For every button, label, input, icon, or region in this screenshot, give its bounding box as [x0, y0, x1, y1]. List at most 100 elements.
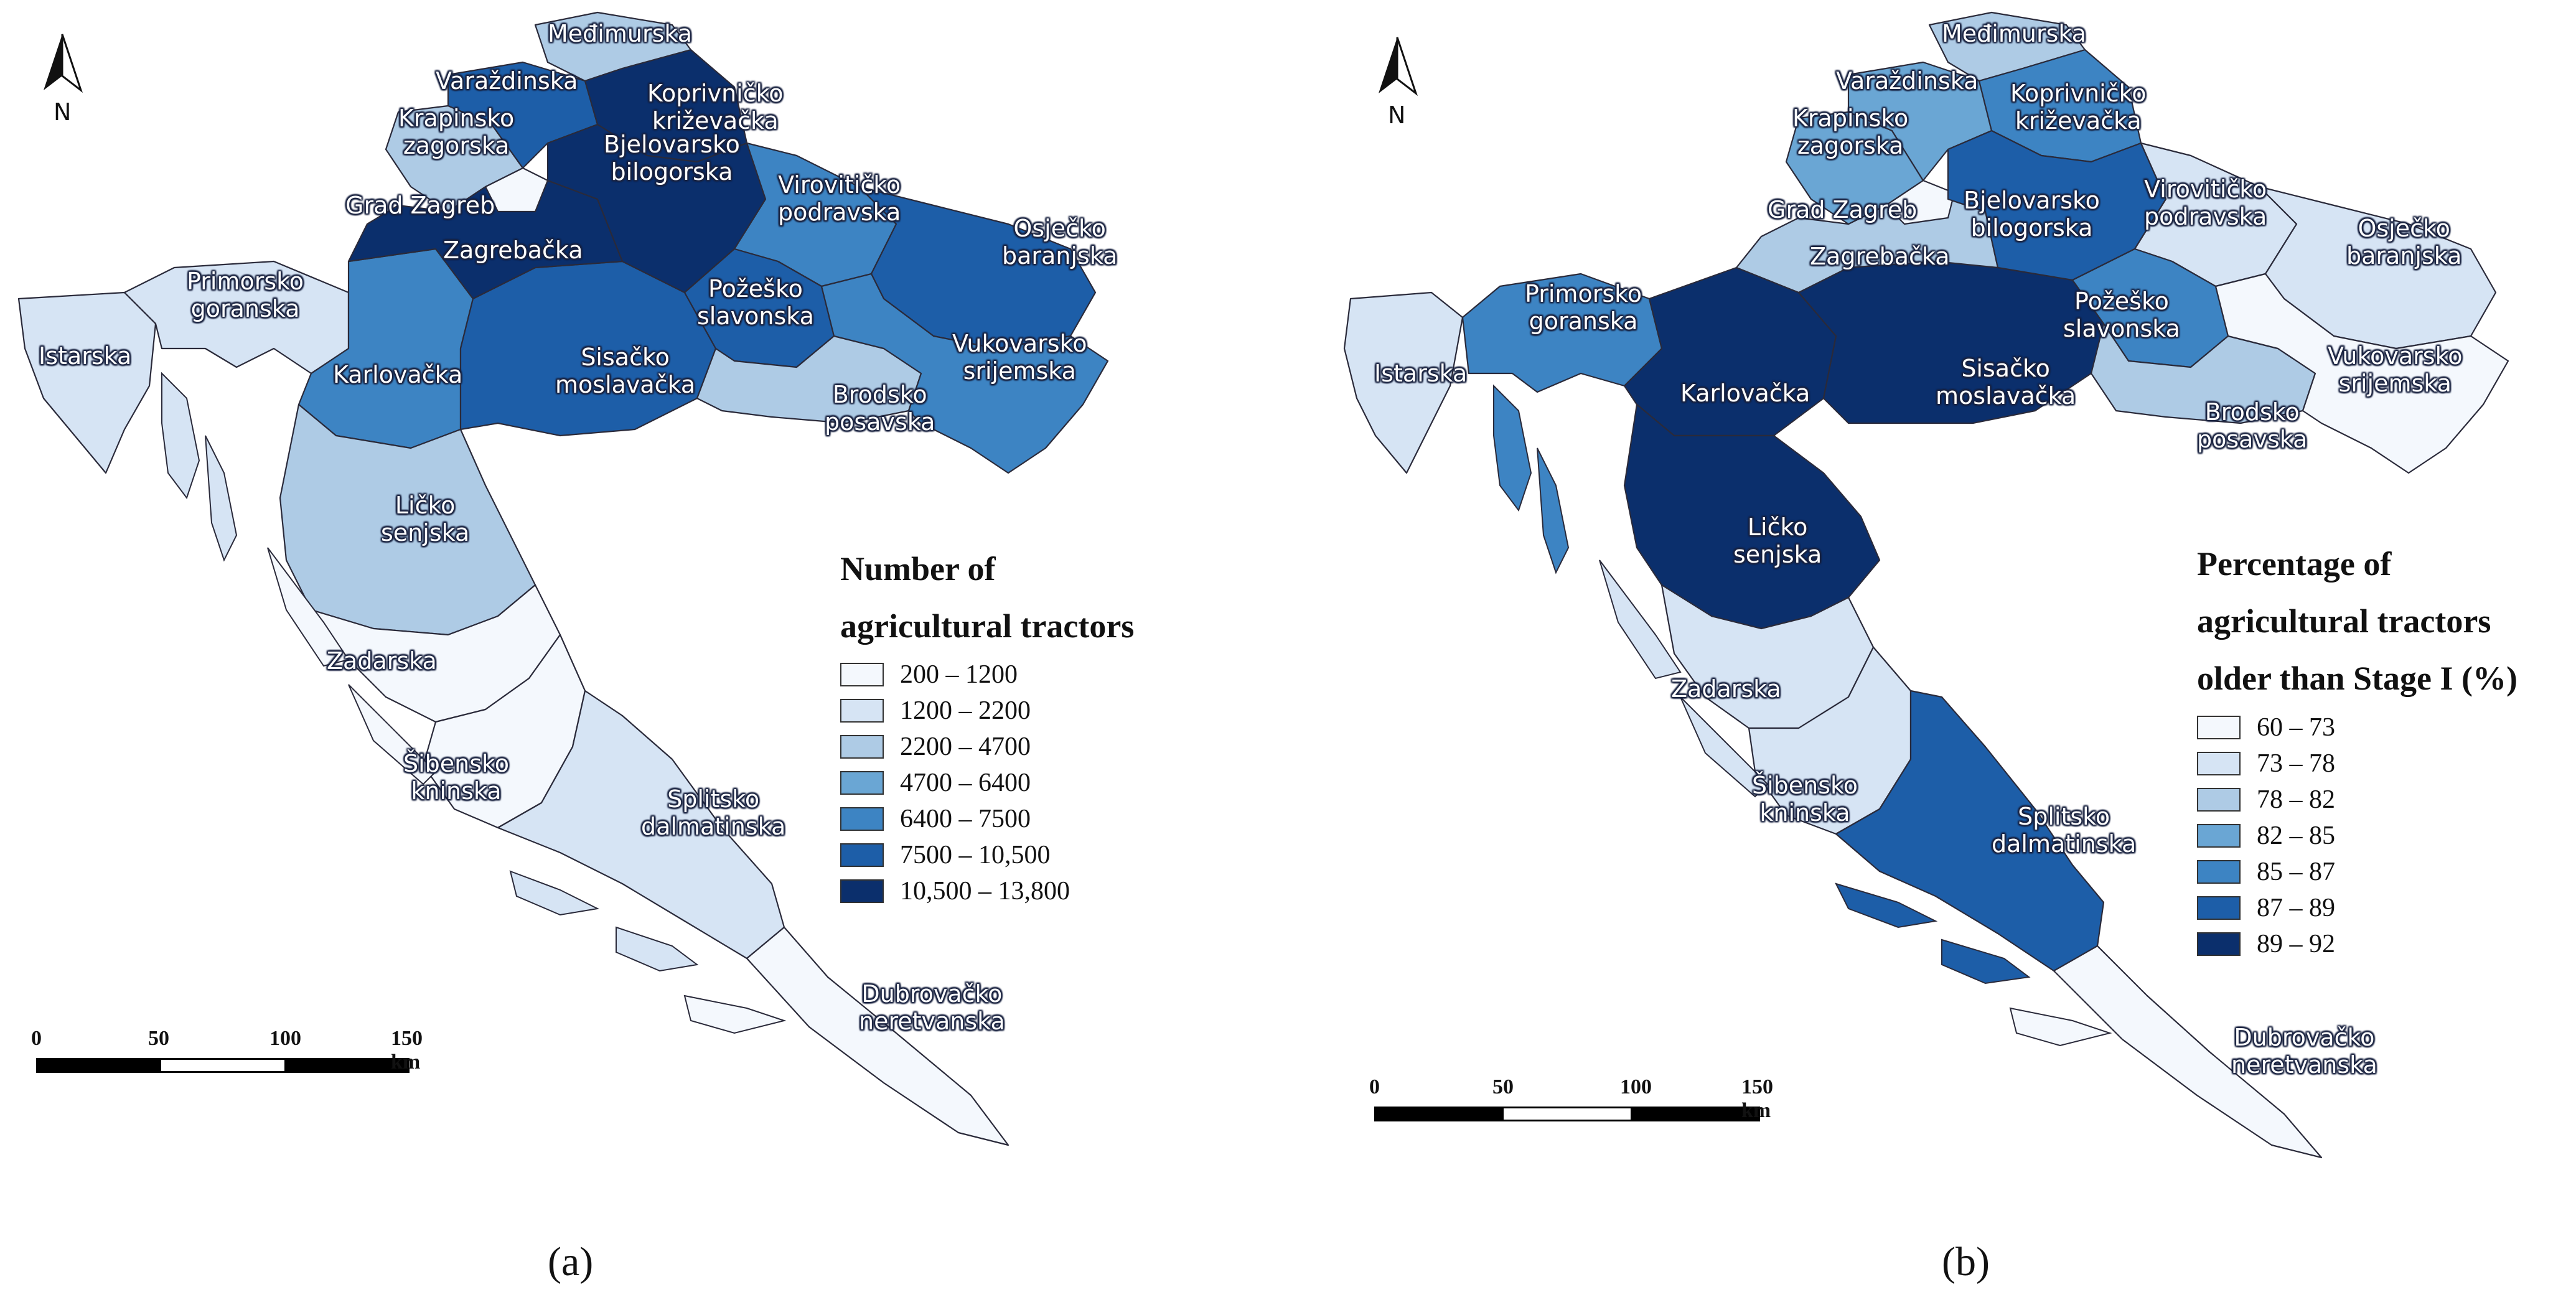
island: [1680, 696, 1769, 798]
legend-title-line: agricultural tractors: [2197, 602, 2491, 640]
legend-swatch: [840, 663, 884, 686]
legend-swatch: [840, 771, 884, 795]
region-vukovarsko-srijemska: [2214, 273, 2509, 474]
legend-item: 73 – 78: [2197, 746, 2335, 782]
island: [1941, 938, 2031, 985]
scale-labels: 0 50 100 150 km: [31, 1027, 423, 1074]
island: [1537, 447, 1570, 574]
region-label-varazdinska: Varaždinska: [436, 67, 578, 95]
region-label-zagrebacka: Zagrebačka: [1810, 243, 1950, 270]
legend-item: 200 – 1200: [840, 657, 1070, 693]
region-label-sibensko-kninska: Šibensko kninska: [1752, 772, 1858, 826]
region-dubrovacko-neretvanska: [746, 926, 1009, 1146]
legend-item: 82 – 85: [2197, 818, 2335, 854]
legend-item: 4700 – 6400: [840, 765, 1070, 801]
legend-swatch: [2197, 824, 2241, 848]
region-label-splitsko-dalmatinska: Splitsko dalmatinska: [641, 785, 786, 840]
north-label: N: [54, 98, 72, 126]
north-label: N: [1388, 101, 1406, 129]
legend-item: 1200 – 2200: [840, 693, 1070, 729]
region-label-sisacko-moslavacka: Sisačko moslavačka: [555, 344, 696, 398]
region-label-zadarska: Zadarska: [1671, 675, 1781, 703]
legend-label: 60 – 73: [2257, 713, 2335, 742]
region-label-splitsko-dalmatinska: Splitsko dalmatinska: [1992, 803, 2137, 858]
scale-tick-label: 100: [1620, 1075, 1652, 1098]
legend-swatch: [2197, 932, 2241, 956]
scale-tick-label: 50: [1492, 1075, 1514, 1098]
legend-title-line: agricultural tractors: [840, 607, 1135, 645]
region-label-osjecko-baranjska: Osječko baranjska: [2346, 215, 2462, 269]
scale-bar-graphic: [36, 1058, 410, 1073]
legend-swatch: [840, 699, 884, 723]
island: [267, 547, 350, 667]
region-label-istarska: Istarska: [1374, 360, 1468, 387]
legend-swatch: [840, 735, 884, 759]
region-label-licko-senjska: Ličko senjska: [1733, 513, 1822, 568]
map-b-svg: [1343, 11, 2509, 1159]
legend-item: 85 – 87: [2197, 854, 2335, 890]
region-label-viroviticko-podravska: Virovitičko podravska: [2144, 175, 2267, 230]
legend-item: 10,500 – 13,800: [840, 873, 1070, 909]
legend-label: 82 – 85: [2257, 821, 2335, 850]
map-panel-b: N Međimurska Varaždinska Koprivničko kri…: [1288, 0, 2576, 1315]
region-label-vukovarsko-srijemska: Vukovarsko srijemska: [2328, 342, 2463, 397]
scale-tick-label: 0: [1369, 1075, 1380, 1098]
island: [1599, 559, 1682, 680]
legend-swatch: [2197, 752, 2241, 775]
region-label-grad-zagreb: Grad Zagreb: [1768, 196, 1918, 223]
region-label-sisacko-moslavacka: Sisačko moslavačka: [1936, 355, 2076, 409]
legend-b: 60 – 73 73 – 78 78 – 82 82 – 85 85 – 87 87 – …: [2197, 709, 2335, 962]
region-label-pozesko-slavonska: Požeško slavonska: [697, 275, 814, 330]
region-label-licko-senjska: Ličko senjska: [381, 492, 470, 546]
map-panel-a: N Međimurska Varaždinska Koprivničko kri…: [17, 11, 1134, 1285]
region-label-brodsko-posavska: Brodsko posavska: [2197, 398, 2308, 453]
region-label-viroviticko-podravska: Virovitičko podravska: [778, 171, 901, 226]
scale-bar-b: 0 50 100 150 km: [1369, 1075, 1773, 1122]
legend-label: 200 – 1200: [900, 660, 1018, 689]
region-label-primorsko-goranska: Primorsko goranska: [1525, 280, 1642, 335]
legend-item: 87 – 89: [2197, 890, 2335, 926]
region-istarska: [1343, 291, 1464, 474]
legend-item: 89 – 92: [2197, 926, 2335, 962]
legend-label: 78 – 82: [2257, 785, 2335, 814]
legend-swatch: [2197, 896, 2241, 920]
region-label-koprivnicko-krizevacka: Koprivničko križevačka: [2010, 80, 2147, 134]
legend-swatch: [2197, 860, 2241, 884]
region-label-karlovacka: Karlovačka: [333, 361, 463, 388]
legend-swatch: [2197, 716, 2241, 739]
island: [509, 870, 600, 916]
region-label-brodsko-posavska: Brodsko posavska: [825, 381, 935, 436]
region-label-istarska: Istarska: [39, 342, 132, 370]
region-label-vukovarsko-srijemska: Vukovarsko srijemska: [952, 330, 1087, 385]
region-label-grad-zagreb: Grad Zagreb: [345, 192, 495, 219]
legend-swatch: [2197, 788, 2241, 812]
island: [1835, 882, 1938, 929]
region-karlovacka: [1623, 266, 1837, 437]
region-label-medimurska: Međimurska: [1942, 20, 2086, 47]
legend-swatch: [840, 843, 884, 867]
legend-item: 60 – 73: [2197, 709, 2335, 746]
north-arrow-icon: [1379, 37, 1418, 96]
legend-item: 6400 – 7500: [840, 801, 1070, 837]
region-primorsko-goranska: [123, 260, 350, 375]
scale-labels: 0 50 100 150 km: [1369, 1075, 1773, 1122]
region-label-koprivnicko-krizevacka: Koprivničko križevačka: [647, 80, 784, 134]
region-dubrovacko-neretvanska: [2053, 945, 2323, 1159]
region-vukovarsko-srijemska: [820, 273, 1109, 474]
region-istarska: [17, 291, 157, 474]
region-label-varazdinska: Varaždinska: [1836, 67, 1979, 95]
north-arrow-icon: [44, 34, 83, 93]
legend-item: 7500 – 10,500: [840, 837, 1070, 873]
region-label-primorsko-goranska: Primorsko goranska: [187, 268, 304, 322]
legend-label: 73 – 78: [2257, 749, 2335, 778]
legend-label: 7500 – 10,500: [900, 841, 1051, 869]
panel-caption-b: (b): [1942, 1239, 1990, 1285]
panel-caption-a: (a): [548, 1239, 594, 1285]
legend-label: 87 – 89: [2257, 894, 2335, 922]
scale-bar-graphic: [1374, 1107, 1760, 1121]
region-label-karlovacka: Karlovačka: [1680, 380, 1810, 407]
island: [683, 994, 787, 1034]
region-label-medimurska: Međimurska: [548, 20, 692, 47]
legend-title-a: Number of agricultural tractors: [840, 540, 1134, 655]
region-label-dubrovacko-neretvanska: Dubrovačko neretvanska: [859, 980, 1005, 1035]
